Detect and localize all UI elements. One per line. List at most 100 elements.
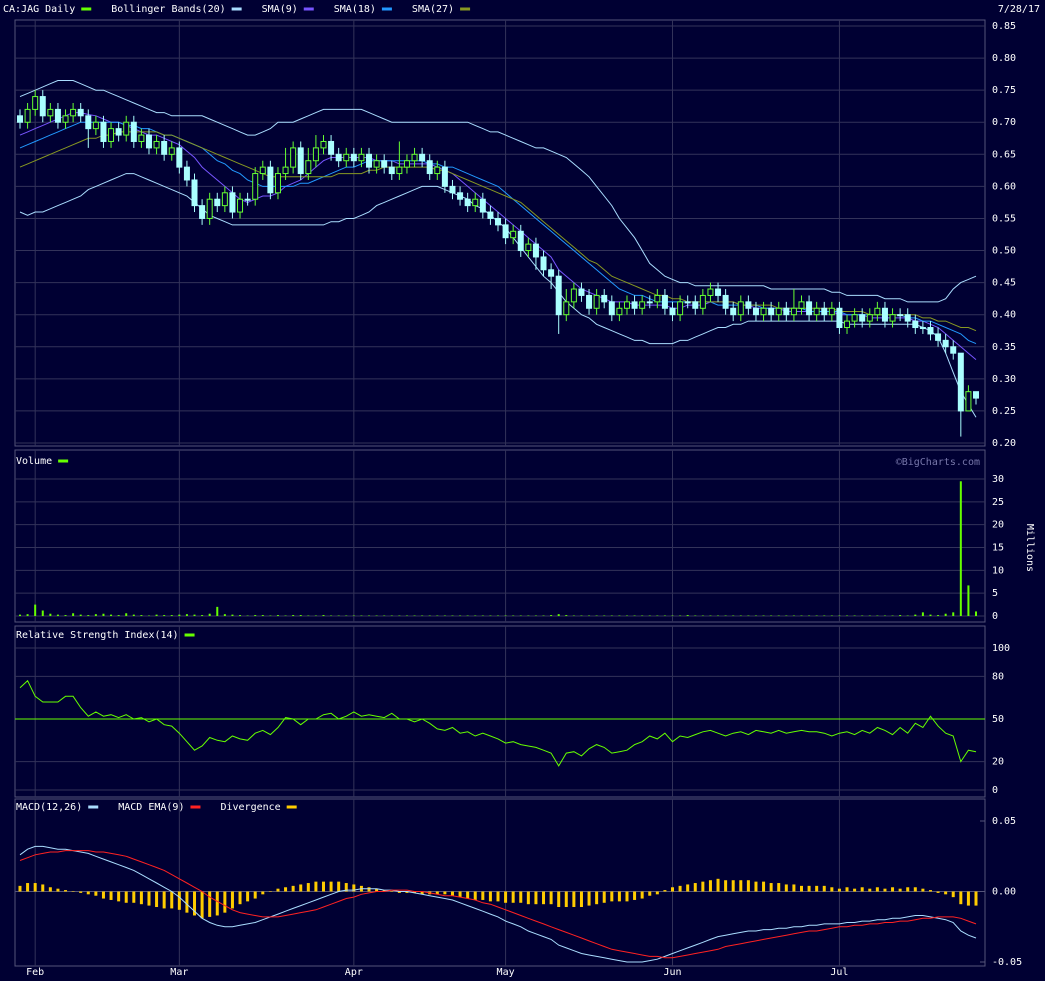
divergence-bar <box>792 884 796 892</box>
candle-body <box>206 198 213 219</box>
divergence-bar <box>223 891 227 913</box>
divergence-bar <box>572 891 576 908</box>
candle-body <box>851 314 858 322</box>
candle-body <box>942 339 949 348</box>
divergence-bar <box>928 890 932 892</box>
divergence-bar <box>557 891 561 908</box>
y-tick-label: 0.50 <box>992 246 1016 257</box>
divergence-bar <box>261 891 265 895</box>
divergence-bar <box>799 885 803 892</box>
candle-body <box>411 153 418 162</box>
divergence-bar <box>655 891 659 895</box>
divergence-bar <box>86 891 90 895</box>
divergence-bar <box>473 891 477 900</box>
divergence-bar <box>807 885 811 892</box>
legend-swatch <box>190 805 201 809</box>
divergence-bar <box>306 883 310 892</box>
x-tick-label: Jul <box>830 967 848 978</box>
volume-bar <box>34 604 37 616</box>
divergence-bar <box>519 891 523 903</box>
divergence-bar <box>504 891 508 903</box>
volume-bar <box>185 614 188 616</box>
divergence-bar <box>276 888 280 892</box>
x-tick-label: May <box>497 967 515 978</box>
divergence-bar <box>79 891 83 893</box>
candle-body <box>745 301 752 309</box>
candle-body <box>593 294 600 309</box>
candle-body <box>350 153 357 162</box>
candle-body <box>403 160 410 168</box>
divergence-bar <box>671 887 675 892</box>
volume-bar <box>557 614 560 616</box>
legend-swatch <box>286 805 297 809</box>
volume-bar <box>140 615 143 616</box>
volume-bar <box>155 614 158 616</box>
candle-body <box>419 153 426 162</box>
watermark: ©BigCharts.com <box>896 457 980 468</box>
candle-body <box>305 160 312 175</box>
legend-swatch <box>58 459 69 463</box>
candle-body <box>608 301 615 316</box>
x-tick-label: Mar <box>170 967 188 978</box>
divergence-bar <box>951 891 955 898</box>
volume-bar <box>110 614 113 616</box>
candle-body <box>472 198 479 207</box>
volume-bar <box>914 614 917 616</box>
volume-bar <box>117 615 120 616</box>
divergence-bar <box>466 891 470 899</box>
y-tick-label: 50 <box>992 714 1004 725</box>
divergence-bar <box>762 881 766 892</box>
y-tick-label: 15 <box>992 543 1004 554</box>
volume-bar <box>299 615 302 616</box>
y-tick-label: 20 <box>992 757 1004 768</box>
candle-body <box>563 301 570 316</box>
candle-body <box>54 108 61 123</box>
volume-bar <box>125 613 128 616</box>
divergence-bar <box>822 885 826 892</box>
candle-body <box>616 307 623 316</box>
candle-body <box>62 115 69 123</box>
candle-body <box>358 153 365 162</box>
candle-body <box>874 307 881 316</box>
divergence-bar <box>321 881 325 892</box>
y-tick-label: 0.60 <box>992 181 1016 192</box>
candle-body <box>578 288 585 296</box>
divergence-bar <box>71 891 75 892</box>
volume-bar <box>223 614 226 616</box>
divergence-bar <box>640 891 644 899</box>
divergence-bar <box>610 891 614 902</box>
volume-bar <box>163 615 166 616</box>
candle-body <box>677 301 684 316</box>
candle-body <box>510 230 517 239</box>
divergence-bar <box>488 891 492 902</box>
candle-body <box>17 115 23 123</box>
candle-body <box>730 307 737 316</box>
legend-label: Bollinger Bands(20) <box>111 4 225 15</box>
candle-body <box>919 327 926 330</box>
divergence-bar <box>579 891 583 908</box>
rsi-line <box>19 679 977 767</box>
candle-body <box>39 96 46 117</box>
candle-body <box>388 166 395 175</box>
candle-body <box>161 140 168 155</box>
candle-body <box>426 160 433 175</box>
divergence-bar <box>132 891 136 903</box>
candle-body <box>532 243 539 258</box>
candle-body <box>24 108 31 123</box>
divergence-bar <box>716 878 720 892</box>
divergence-bar <box>549 891 553 905</box>
divergence-bar <box>602 891 606 903</box>
divergence-bar <box>648 891 652 896</box>
divergence-bar <box>109 891 113 900</box>
candle-body <box>221 192 228 207</box>
legend-swatch <box>184 633 195 637</box>
candle-body <box>973 391 979 399</box>
volume-bar <box>72 613 75 616</box>
y-tick-label: 80 <box>992 671 1004 682</box>
candle-body <box>935 333 942 341</box>
candle-body <box>343 153 350 162</box>
volume-bar <box>64 615 67 616</box>
candle-body <box>790 307 797 316</box>
volume-bar <box>967 585 970 616</box>
